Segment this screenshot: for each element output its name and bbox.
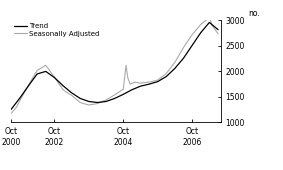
Text: no.: no. <box>248 9 260 18</box>
Legend: Trend, Seasonally Adjusted: Trend, Seasonally Adjusted <box>13 22 101 38</box>
